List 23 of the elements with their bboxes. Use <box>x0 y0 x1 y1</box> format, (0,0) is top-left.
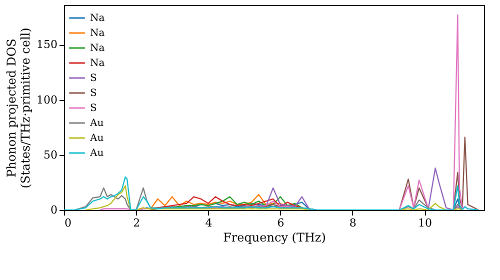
legend-label: S <box>90 73 97 84</box>
x-tick-label: 0 <box>64 216 72 230</box>
legend-label: Na <box>90 58 105 69</box>
legend-label: Au <box>89 118 104 129</box>
line-series <box>64 176 480 210</box>
y-tick-label: 0 <box>50 204 58 216</box>
legend-label: Au <box>89 148 104 159</box>
y-tick-label: 100 <box>36 93 58 106</box>
legend-label: Na <box>90 13 105 24</box>
legend-label: S <box>90 103 97 114</box>
legend-label: S <box>90 88 97 99</box>
x-tick-label: 6 <box>277 216 284 230</box>
y-tick-label: 50 <box>44 148 58 162</box>
x-tick-label: 4 <box>205 216 212 230</box>
legend-label: Au <box>89 133 104 144</box>
y-tick-label: 150 <box>36 38 58 52</box>
x-tick-label: 10 <box>418 216 432 230</box>
legend-label: Na <box>90 43 105 54</box>
x-tick-label: 8 <box>349 216 356 230</box>
y-axis-title: Phonon projected DOS (States/THz·primitive cell) <box>4 28 33 188</box>
x-tick-label: 2 <box>133 216 140 230</box>
legend-label: Na <box>90 28 105 39</box>
x-axis-title: Frequency (THz) <box>223 230 326 244</box>
